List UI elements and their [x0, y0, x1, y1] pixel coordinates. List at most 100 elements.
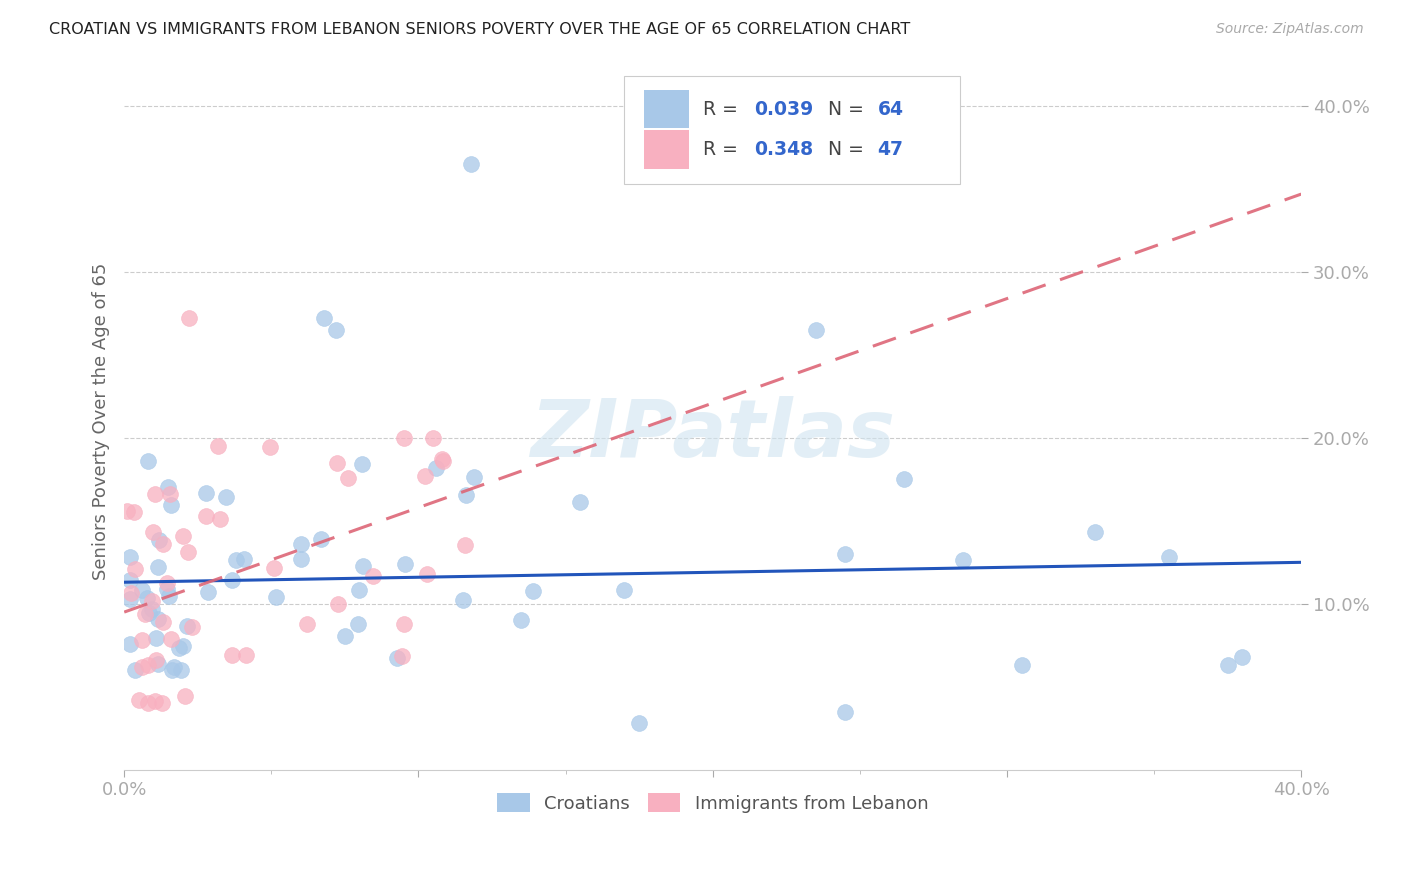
- Text: Source: ZipAtlas.com: Source: ZipAtlas.com: [1216, 22, 1364, 37]
- Point: [804, 323, 827, 337]
- Text: 64: 64: [877, 100, 904, 119]
- Point: [160, 663, 183, 677]
- Point: [128, 693, 150, 707]
- Point: [159, 498, 181, 512]
- Point: [422, 431, 444, 445]
- Point: [152, 615, 174, 629]
- FancyBboxPatch shape: [644, 130, 689, 169]
- Text: CROATIAN VS IMMIGRANTS FROM LEBANON SENIORS POVERTY OVER THE AGE OF 65 CORRELATI: CROATIAN VS IMMIGRANTS FROM LEBANON SENI…: [49, 22, 911, 37]
- Point: [177, 545, 200, 559]
- Point: [124, 562, 146, 576]
- Point: [159, 487, 181, 501]
- Point: [141, 594, 163, 608]
- Point: [510, 613, 533, 627]
- Point: [463, 470, 485, 484]
- Text: N =: N =: [828, 100, 870, 119]
- Point: [290, 551, 312, 566]
- Point: [115, 504, 138, 518]
- Point: [391, 649, 413, 664]
- Text: 0.348: 0.348: [754, 140, 813, 159]
- Point: [120, 591, 142, 606]
- Point: [425, 460, 447, 475]
- Point: [454, 538, 477, 552]
- Point: [148, 533, 170, 548]
- Point: [120, 586, 142, 600]
- Point: [613, 583, 636, 598]
- Point: [432, 451, 454, 466]
- Point: [264, 590, 287, 604]
- Point: [326, 456, 349, 470]
- Point: [180, 620, 202, 634]
- Point: [163, 660, 186, 674]
- Point: [138, 696, 160, 710]
- Point: [1157, 549, 1180, 564]
- Point: [456, 488, 478, 502]
- Point: [314, 311, 336, 326]
- Point: [1216, 658, 1239, 673]
- Point: [326, 597, 349, 611]
- Point: [1084, 525, 1107, 540]
- Point: [120, 573, 142, 587]
- Legend: Croatians, Immigrants from Lebanon: Croatians, Immigrants from Lebanon: [489, 786, 935, 820]
- FancyBboxPatch shape: [644, 90, 689, 128]
- Point: [152, 537, 174, 551]
- Point: [415, 469, 437, 483]
- Point: [361, 569, 384, 583]
- Point: [148, 657, 170, 672]
- Point: [1011, 658, 1033, 673]
- Point: [174, 689, 197, 703]
- Point: [221, 573, 243, 587]
- Point: [176, 619, 198, 633]
- Point: [143, 487, 166, 501]
- Point: [392, 616, 415, 631]
- Point: [834, 547, 856, 561]
- Point: [141, 602, 163, 616]
- Point: [350, 457, 373, 471]
- Point: [152, 696, 174, 710]
- Text: R =: R =: [703, 140, 744, 159]
- Point: [347, 617, 370, 632]
- Point: [138, 658, 160, 673]
- Point: [157, 480, 180, 494]
- FancyBboxPatch shape: [624, 77, 960, 185]
- Point: [628, 716, 651, 731]
- Text: ZIPatlas: ZIPatlas: [530, 396, 896, 475]
- Point: [952, 553, 974, 567]
- Point: [160, 632, 183, 647]
- Point: [893, 472, 915, 486]
- Point: [259, 440, 281, 454]
- Point: [194, 508, 217, 523]
- Point: [460, 157, 482, 171]
- Point: [172, 529, 194, 543]
- Point: [170, 663, 193, 677]
- Point: [136, 454, 159, 468]
- Point: [333, 629, 356, 643]
- Point: [451, 593, 474, 607]
- Point: [145, 632, 167, 646]
- Point: [233, 552, 256, 566]
- Point: [336, 471, 359, 485]
- Point: [225, 553, 247, 567]
- Point: [416, 566, 439, 581]
- Point: [143, 694, 166, 708]
- Point: [263, 560, 285, 574]
- Point: [194, 486, 217, 500]
- Point: [207, 439, 229, 453]
- Point: [295, 616, 318, 631]
- Point: [134, 607, 156, 622]
- Point: [120, 637, 142, 651]
- Point: [235, 648, 257, 663]
- Text: R =: R =: [703, 100, 744, 119]
- Point: [136, 591, 159, 606]
- Point: [177, 311, 200, 326]
- Point: [138, 606, 160, 620]
- Point: [1232, 649, 1254, 664]
- Point: [156, 582, 179, 597]
- Point: [124, 663, 146, 677]
- Point: [215, 490, 238, 504]
- Point: [148, 612, 170, 626]
- Point: [290, 537, 312, 551]
- Point: [142, 525, 165, 540]
- Point: [209, 512, 232, 526]
- Point: [347, 582, 370, 597]
